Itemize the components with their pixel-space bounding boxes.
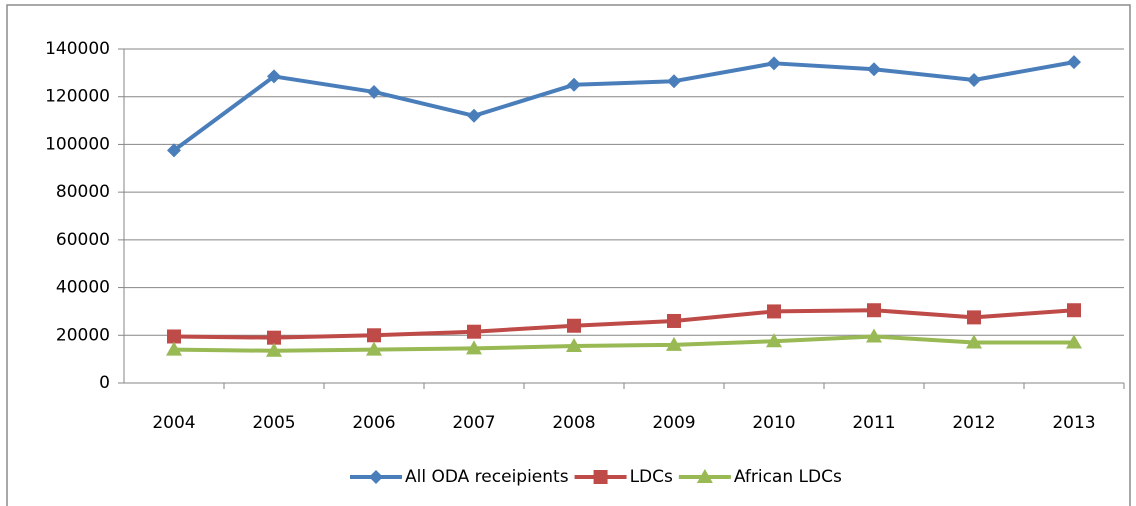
y-tick-label: 140000 bbox=[45, 39, 110, 59]
y-tick-label: 120000 bbox=[45, 87, 110, 107]
y-tick-label: 80000 bbox=[56, 182, 110, 202]
data-point bbox=[867, 303, 881, 318]
data-point bbox=[467, 324, 481, 339]
data-point bbox=[967, 310, 981, 325]
data-point bbox=[566, 338, 582, 353]
legend-label: All ODA receipients bbox=[405, 467, 569, 487]
x-tick-label: 2011 bbox=[852, 413, 895, 433]
x-tick-label: 2013 bbox=[1052, 413, 1095, 433]
data-point bbox=[666, 336, 682, 351]
series-line bbox=[172, 60, 1075, 153]
data-point bbox=[1066, 334, 1082, 349]
data-point bbox=[567, 318, 581, 333]
data-point bbox=[267, 330, 281, 345]
data-point bbox=[767, 56, 781, 71]
legend-marker bbox=[696, 469, 713, 483]
data-point bbox=[767, 304, 781, 319]
data-point bbox=[166, 341, 182, 356]
data-point bbox=[367, 328, 381, 343]
chart-border bbox=[6, 4, 1131, 506]
data-point bbox=[667, 74, 681, 89]
data-point bbox=[167, 329, 181, 344]
y-tick-label: 100000 bbox=[45, 134, 110, 154]
x-tick-label: 2010 bbox=[752, 413, 795, 433]
x-tick-label: 2007 bbox=[452, 413, 495, 433]
series-line bbox=[173, 334, 1074, 353]
data-point bbox=[467, 108, 481, 123]
x-tick-label: 2006 bbox=[352, 413, 395, 433]
legend-label: LDCs bbox=[630, 467, 673, 487]
data-point bbox=[267, 69, 281, 84]
data-point bbox=[366, 341, 382, 356]
x-tick-label: 2009 bbox=[652, 413, 695, 433]
data-point bbox=[567, 77, 581, 92]
legend-label: African LDCs bbox=[734, 467, 842, 487]
data-point bbox=[667, 313, 681, 328]
data-point bbox=[966, 334, 982, 349]
series-line bbox=[173, 308, 1075, 340]
data-point bbox=[967, 73, 981, 88]
y-tick-label: 40000 bbox=[56, 278, 110, 298]
y-tick-label: 60000 bbox=[56, 230, 110, 250]
data-point bbox=[367, 84, 381, 99]
data-point bbox=[866, 328, 882, 343]
y-tick-label: 0 bbox=[99, 373, 110, 393]
x-tick-label: 2005 bbox=[252, 413, 295, 433]
y-tick-label: 20000 bbox=[56, 325, 110, 345]
data-point bbox=[867, 62, 881, 77]
data-point bbox=[466, 340, 482, 355]
x-tick-label: 2012 bbox=[952, 413, 995, 433]
legend-marker bbox=[369, 470, 383, 484]
x-tick-label: 2004 bbox=[152, 413, 195, 433]
legend-marker bbox=[593, 470, 608, 484]
data-point bbox=[1067, 303, 1081, 318]
data-point bbox=[167, 143, 181, 158]
data-point bbox=[766, 333, 782, 348]
data-point bbox=[1067, 55, 1081, 70]
x-tick-label: 2008 bbox=[552, 413, 595, 433]
data-point bbox=[266, 342, 282, 357]
